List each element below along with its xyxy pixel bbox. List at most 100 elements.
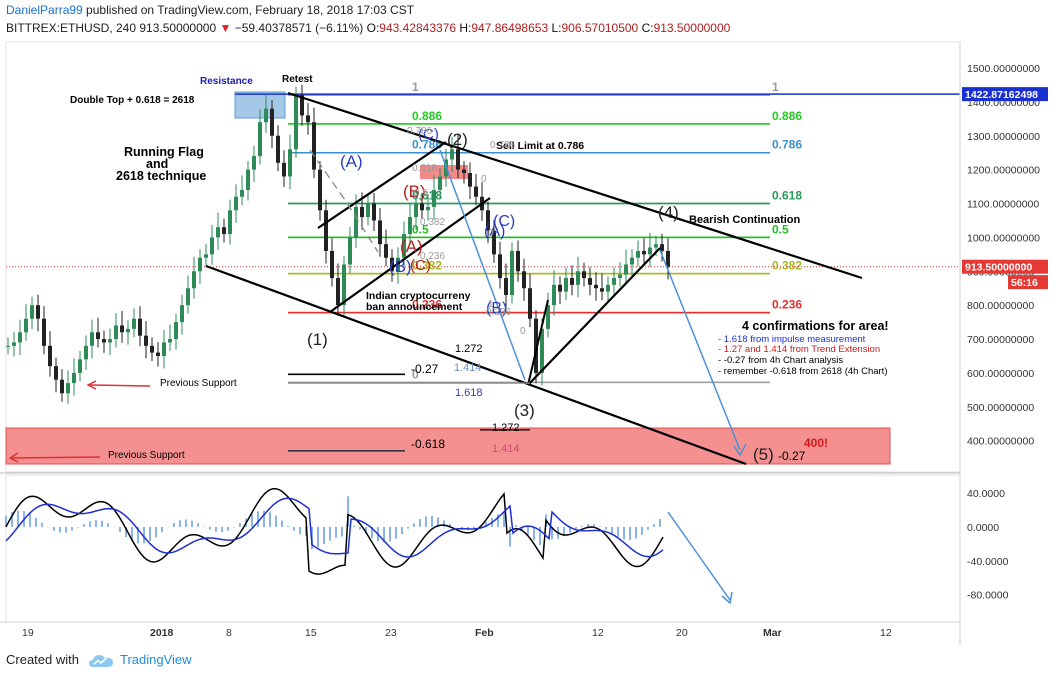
fib-label-10: 0.618 — [772, 189, 802, 203]
candle-body-6 — [42, 318, 46, 346]
open-label: O: — [366, 21, 380, 35]
price-tick-11: 400.00000000 — [967, 436, 1034, 448]
annotation-11: - 1.618 from impulse measurement — [718, 334, 866, 345]
candle-body-110 — [666, 250, 670, 267]
candle-body-81 — [492, 230, 496, 255]
candle-body-52 — [318, 169, 322, 211]
candle-body-19 — [120, 325, 124, 333]
candle-body-11 — [72, 372, 76, 384]
wave-label-8: (A) — [400, 237, 423, 256]
price-tag-1: 913.50000000 — [965, 262, 1032, 274]
candle-body-66 — [402, 234, 406, 258]
candle-body-48 — [294, 95, 298, 150]
fib-label-13: 0.236 — [772, 298, 802, 312]
macd-tick-0: 40.0000 — [967, 488, 1005, 500]
close-label: C: — [641, 21, 654, 35]
candle-body-25 — [156, 352, 160, 356]
price-tick-3: 1200.00000000 — [967, 165, 1040, 177]
candle-body-96 — [582, 271, 586, 279]
candle-body-0 — [6, 345, 10, 347]
candle-body-105 — [636, 250, 640, 258]
annotation-7: Bearish Continuation — [689, 214, 801, 226]
tradingview-link[interactable]: TradingView — [120, 652, 192, 667]
candle-body-21 — [132, 318, 136, 329]
channel-upper-line — [287, 91, 863, 280]
annotation-13: - -0.27 from 4h Chart analysis — [718, 355, 843, 366]
candle-body-78 — [474, 186, 478, 197]
small-fib-label-2: 0.786 — [407, 126, 432, 137]
candle-body-74 — [450, 149, 454, 160]
candle-body-93 — [564, 278, 568, 292]
channel-lower-line — [205, 264, 747, 466]
annotation-23: 1.272 — [492, 422, 520, 434]
tradingview-cloud-icon — [88, 654, 113, 667]
candle-body-40 — [246, 169, 250, 190]
candle-body-97 — [588, 278, 592, 285]
candle-body-64 — [390, 257, 394, 272]
candle-body-90 — [546, 305, 550, 329]
candle-body-106 — [642, 250, 646, 255]
time-tick-7: 20 — [676, 627, 688, 639]
price-tick-7: 800.00000000 — [967, 300, 1034, 312]
projection-line-1 — [439, 149, 526, 381]
candle-body-68 — [414, 203, 418, 218]
macd-projection-line — [667, 511, 731, 601]
price-chart[interactable]: 10.8860.7860.6180.50.3820.23600.8860.786… — [0, 0, 1055, 645]
annotation-5: 2618 technique — [116, 169, 206, 183]
candle-body-24 — [150, 345, 154, 353]
macd-tick-1: 0.0000 — [967, 522, 999, 534]
candle-body-47 — [288, 149, 292, 177]
author-link[interactable]: DanielParra99 — [6, 3, 83, 17]
publish-info: published on TradingView.com, February 1… — [82, 3, 415, 17]
candle-body-13 — [84, 345, 88, 360]
symbol-label: BITTREX:ETHUSD, 240 — [6, 21, 137, 35]
dashed-wave-line — [309, 149, 379, 253]
candle-body-91 — [552, 284, 556, 306]
annotation-22: -0.618 — [411, 437, 445, 451]
macd-tick-3: -80.0000 — [967, 590, 1009, 602]
candle-body-42 — [258, 122, 262, 157]
macd-pane-frame — [5, 474, 961, 623]
candle-body-10 — [66, 383, 70, 394]
annotation-4: and — [146, 157, 168, 171]
price-tag-bg-2 — [1008, 275, 1048, 290]
price-tag-bg-0 — [962, 87, 1048, 102]
candle-body-23 — [144, 335, 148, 346]
fib-label-1: 0.886 — [412, 109, 442, 123]
annotation-1: Retest — [282, 74, 313, 85]
small-fib-label-9: 0.786 — [490, 140, 515, 151]
candle-body-8 — [54, 366, 58, 380]
candle-body-58 — [354, 206, 358, 238]
candle-body-69 — [420, 203, 424, 211]
candle-body-62 — [378, 220, 382, 245]
high-value: 947.86498653 — [471, 21, 549, 35]
candle-body-5 — [36, 305, 40, 319]
low-label: L: — [551, 21, 562, 35]
time-tick-1: 2018 — [150, 627, 174, 639]
annotation-20: 1.618 — [455, 387, 483, 399]
candle-body-88 — [534, 318, 538, 373]
candle-body-45 — [276, 135, 280, 163]
wave-label-6: (B) — [389, 257, 412, 276]
ohlc-line: BITTREX:ETHUSD, 240 913.50000000 ▼ −59.4… — [6, 21, 730, 35]
candle-body-34 — [210, 237, 214, 255]
candle-body-104 — [630, 257, 634, 265]
price-tick-4: 1100.00000000 — [967, 199, 1039, 211]
candle-body-46 — [282, 162, 286, 177]
candle-body-55 — [336, 278, 340, 306]
time-tick-3: 15 — [305, 627, 317, 639]
price-tick-8: 700.00000000 — [967, 334, 1034, 346]
candle-body-39 — [240, 189, 244, 197]
candle-body-38 — [234, 196, 238, 211]
flag-upper-line — [317, 141, 447, 229]
candle-body-100 — [606, 284, 610, 292]
candle-body-20 — [126, 328, 130, 333]
candle-body-7 — [48, 345, 52, 367]
wave-label-10: (C) — [410, 257, 431, 274]
price-tick-10: 500.00000000 — [967, 402, 1034, 414]
candle-body-50 — [306, 115, 310, 123]
candle-body-98 — [594, 284, 598, 289]
small-fib-label-1: 0 — [488, 228, 494, 239]
fib-label-12: 0.382 — [772, 259, 802, 273]
time-tick-2: 8 — [226, 627, 232, 639]
